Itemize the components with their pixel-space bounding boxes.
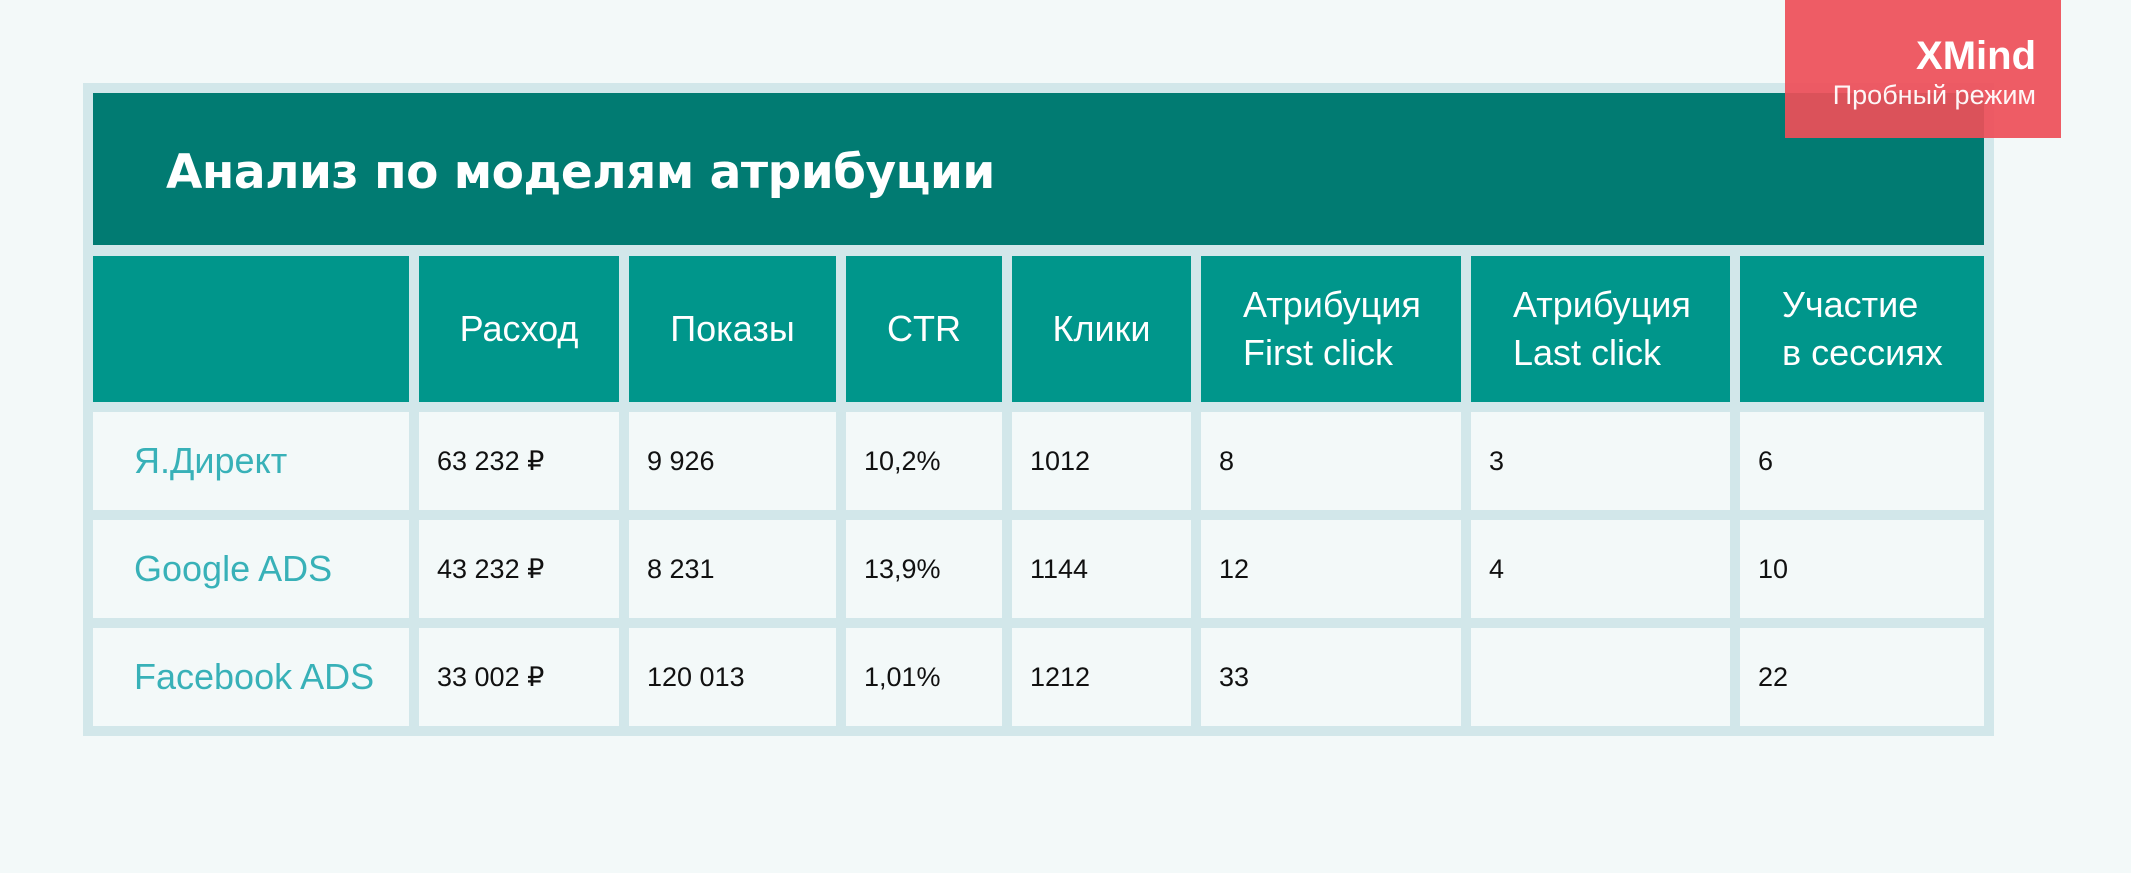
table-cell: 8 bbox=[1201, 412, 1461, 510]
table-cell: 4 bbox=[1471, 520, 1730, 618]
table-cell: 10,2% bbox=[846, 412, 1002, 510]
header-label: Атрибуция Last click bbox=[1513, 284, 1691, 373]
table-cell bbox=[1471, 628, 1730, 726]
table-cell: 1212 bbox=[1012, 628, 1191, 726]
trial-watermark: XMind Пробный режим bbox=[1785, 0, 2061, 138]
row-label-google-ads: Google ADS bbox=[93, 520, 409, 618]
header-cell-last-click: Атрибуция Last click bbox=[1471, 256, 1730, 402]
table-cell: 63 232 ₽ bbox=[419, 412, 619, 510]
header-label: CTR bbox=[887, 308, 961, 349]
header-cell-first-click: Атрибуция First click bbox=[1201, 256, 1461, 402]
attribution-table: Анализ по моделям атрибуции Расход Показ… bbox=[83, 83, 1994, 736]
header-label: Показы bbox=[670, 308, 795, 349]
watermark-brand: XMind bbox=[1916, 34, 2036, 78]
watermark-subtitle: Пробный режим bbox=[1832, 80, 2036, 110]
table-cell: 22 bbox=[1740, 628, 1984, 726]
header-cell-impressions: Показы bbox=[629, 256, 836, 402]
title-bar: Анализ по моделям атрибуции bbox=[93, 93, 1984, 245]
table-cell: 10 bbox=[1740, 520, 1984, 618]
header-label: Участие в сессиях bbox=[1782, 284, 1943, 373]
header-cell-ctr: CTR bbox=[846, 256, 1002, 402]
table-cell: 33 002 ₽ bbox=[419, 628, 619, 726]
table-cell: 8 231 bbox=[629, 520, 836, 618]
table-cell: 9 926 bbox=[629, 412, 836, 510]
table-cell: 6 bbox=[1740, 412, 1984, 510]
table-cell: 13,9% bbox=[846, 520, 1002, 618]
table-cell: 1144 bbox=[1012, 520, 1191, 618]
row-label-yandex-direct: Я.Директ bbox=[93, 412, 409, 510]
table-cell: 12 bbox=[1201, 520, 1461, 618]
table-cell: 120 013 bbox=[629, 628, 836, 726]
table-cell: 1012 bbox=[1012, 412, 1191, 510]
header-cell-clicks: Клики bbox=[1012, 256, 1191, 402]
table-cell: 3 bbox=[1471, 412, 1730, 510]
header-cell-empty bbox=[93, 256, 409, 402]
header-label: Атрибуция First click bbox=[1243, 284, 1421, 373]
table-cell: 1,01% bbox=[846, 628, 1002, 726]
row-label-facebook-ads: Facebook ADS bbox=[93, 628, 409, 726]
header-label: Клики bbox=[1052, 308, 1151, 349]
header-cell-spend: Расход bbox=[419, 256, 619, 402]
header-label: Расход bbox=[459, 308, 579, 349]
page-title: Анализ по моделям атрибуции bbox=[166, 145, 995, 200]
table-cell: 33 bbox=[1201, 628, 1461, 726]
header-cell-sessions: Участие в сессиях bbox=[1740, 256, 1984, 402]
table-cell: 43 232 ₽ bbox=[419, 520, 619, 618]
